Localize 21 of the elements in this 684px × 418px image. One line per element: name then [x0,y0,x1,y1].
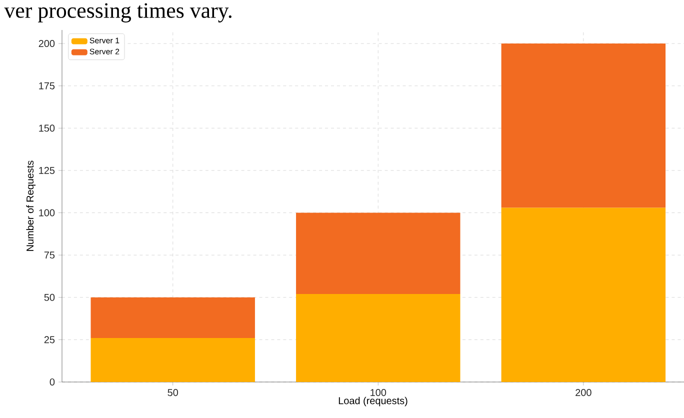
y-tick-label: 100 [39,209,55,216]
bar [296,294,460,382]
y-tick-label: 25 [44,336,55,344]
y-axis-title: Number of Requests [26,160,36,251]
bar [90,338,255,382]
bar [90,297,255,338]
y-tick-label: 175 [39,82,55,90]
x-tick-label: 100 [370,389,386,396]
y-tick-label: 75 [44,252,55,259]
y-tick-label: 50 [44,294,55,301]
y-tick-label: 200 [38,40,55,48]
x-tick-label: 200 [576,389,592,396]
y-tick-label: 0 [50,378,55,386]
bar [501,44,666,208]
x-tick-label: 50 [168,389,178,396]
x-axis-title: Load (requests) [338,396,408,406]
bar [501,208,666,382]
y-tick-label: 125 [39,166,55,174]
text: ver processing times vary. [4,3,232,22]
bar [296,212,460,294]
y-tick-label: 150 [39,124,55,132]
